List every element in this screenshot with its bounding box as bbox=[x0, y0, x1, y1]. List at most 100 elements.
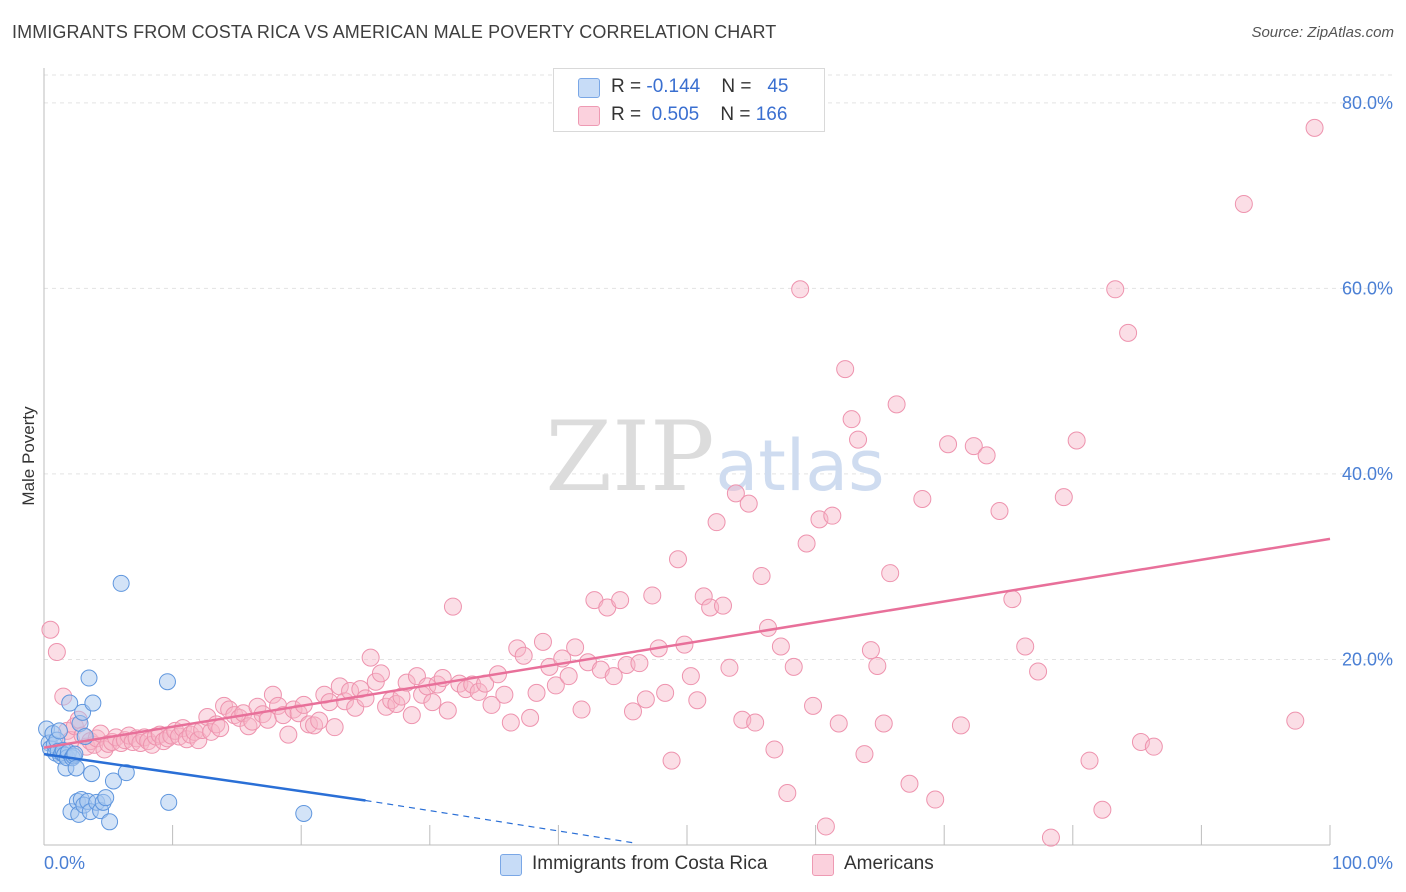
americans-point bbox=[41, 620, 60, 639]
legend-r-value: 0.505 bbox=[651, 104, 700, 125]
americans-points bbox=[41, 118, 1324, 847]
americans-point bbox=[720, 658, 739, 677]
watermark-atlas: atlas bbox=[715, 425, 884, 507]
costa-rica-point bbox=[67, 759, 85, 777]
americans-point bbox=[1119, 323, 1138, 342]
americans-point bbox=[325, 718, 344, 737]
americans-point bbox=[868, 656, 887, 675]
americans-point bbox=[189, 731, 208, 750]
costa-rica-point bbox=[112, 574, 130, 592]
costa-rica-point bbox=[101, 813, 119, 831]
americans-point bbox=[392, 687, 411, 706]
x-tick-label: 100.0% bbox=[1332, 853, 1393, 873]
americans-point bbox=[765, 740, 784, 759]
americans-point bbox=[495, 685, 514, 704]
source-label: Source: ZipAtlas.com bbox=[1251, 24, 1394, 41]
americans-point bbox=[861, 641, 880, 660]
legend-r-label: R = bbox=[611, 76, 647, 97]
americans-point bbox=[623, 702, 642, 721]
americans-point bbox=[611, 591, 630, 610]
americans-point bbox=[791, 280, 810, 299]
americans-point bbox=[778, 784, 797, 803]
americans-point bbox=[1067, 431, 1086, 450]
legend-swatch-blue bbox=[500, 854, 522, 876]
americans-point bbox=[508, 639, 527, 658]
americans-point bbox=[849, 430, 868, 449]
americans-point bbox=[47, 643, 66, 662]
americans-point bbox=[739, 494, 758, 513]
americans-point bbox=[694, 587, 713, 606]
legend-n-value: 166 bbox=[755, 104, 788, 125]
americans-point bbox=[1054, 488, 1073, 507]
americans-point bbox=[463, 675, 482, 694]
costa-rica-trend-extension bbox=[365, 799, 636, 844]
axes bbox=[43, 68, 1331, 846]
americans-point bbox=[143, 735, 162, 754]
americans-point bbox=[913, 489, 932, 508]
americans-point bbox=[211, 719, 230, 738]
americans-point bbox=[533, 632, 552, 651]
americans-point bbox=[1093, 800, 1112, 819]
y-tick-label: 20.0% bbox=[1342, 649, 1393, 669]
americans-point bbox=[746, 713, 765, 732]
americans-point bbox=[527, 683, 546, 702]
americans-point bbox=[829, 714, 848, 733]
tick-labels: 20.0% 40.0% 60.0% 80.0% 0.0% 100.0% bbox=[44, 93, 1393, 873]
americans-point bbox=[662, 751, 681, 770]
americans-trend-line bbox=[43, 537, 1331, 749]
americans-point bbox=[501, 713, 520, 732]
y-tick-label: 40.0% bbox=[1342, 464, 1393, 484]
americans-point bbox=[688, 691, 707, 710]
y-axis-label: Male Poverty bbox=[19, 406, 38, 506]
americans-point bbox=[559, 667, 578, 686]
costa-rica-point bbox=[80, 669, 98, 687]
americans-point bbox=[752, 566, 771, 585]
costa-rica-point bbox=[97, 789, 115, 807]
americans-point bbox=[423, 693, 442, 712]
americans-point bbox=[438, 701, 457, 720]
americans-point bbox=[356, 689, 375, 708]
y-tick-label: 80.0% bbox=[1342, 93, 1393, 113]
americans-point bbox=[630, 654, 649, 673]
americans-point bbox=[804, 696, 823, 715]
americans-point bbox=[1286, 711, 1305, 730]
americans-point bbox=[310, 711, 329, 730]
americans-point bbox=[1041, 828, 1060, 847]
americans-point bbox=[887, 395, 906, 414]
costa-rica-point bbox=[84, 694, 102, 712]
americans-point bbox=[951, 716, 970, 735]
costa-rica-point bbox=[160, 793, 178, 811]
americans-point bbox=[900, 774, 919, 793]
watermark: ZIP atlas bbox=[545, 401, 884, 513]
americans-point bbox=[874, 714, 893, 733]
legend-swatch-pink bbox=[578, 106, 600, 126]
americans-point bbox=[514, 646, 533, 665]
costa-rica-trend-line bbox=[43, 752, 366, 802]
americans-point bbox=[258, 710, 277, 729]
americans-point bbox=[1144, 737, 1163, 756]
americans-point bbox=[604, 667, 623, 686]
americans-point bbox=[351, 680, 370, 699]
americans-point bbox=[1029, 662, 1048, 681]
americans-point bbox=[823, 506, 842, 525]
americans-point bbox=[566, 638, 585, 657]
americans-point bbox=[643, 586, 662, 605]
costa-rica-point bbox=[50, 722, 68, 740]
americans-point bbox=[668, 550, 687, 569]
americans-point bbox=[1080, 751, 1099, 770]
americans-point bbox=[274, 706, 293, 725]
americans-point bbox=[443, 597, 462, 616]
costa-rica-point bbox=[61, 694, 79, 712]
costa-rica-point bbox=[117, 764, 135, 782]
americans-point bbox=[855, 745, 874, 764]
x-tick-label: 0.0% bbox=[44, 853, 85, 873]
americans-point bbox=[402, 706, 421, 725]
legend-swatch-blue bbox=[578, 78, 600, 98]
costa-rica-point bbox=[158, 673, 176, 691]
costa-rica-point bbox=[104, 772, 122, 790]
americans-point bbox=[726, 484, 745, 503]
americans-point bbox=[346, 698, 365, 717]
americans-point bbox=[656, 683, 675, 702]
legend-label: Immigrants from Costa Rica bbox=[532, 853, 768, 874]
y-tick-label: 60.0% bbox=[1342, 278, 1393, 298]
